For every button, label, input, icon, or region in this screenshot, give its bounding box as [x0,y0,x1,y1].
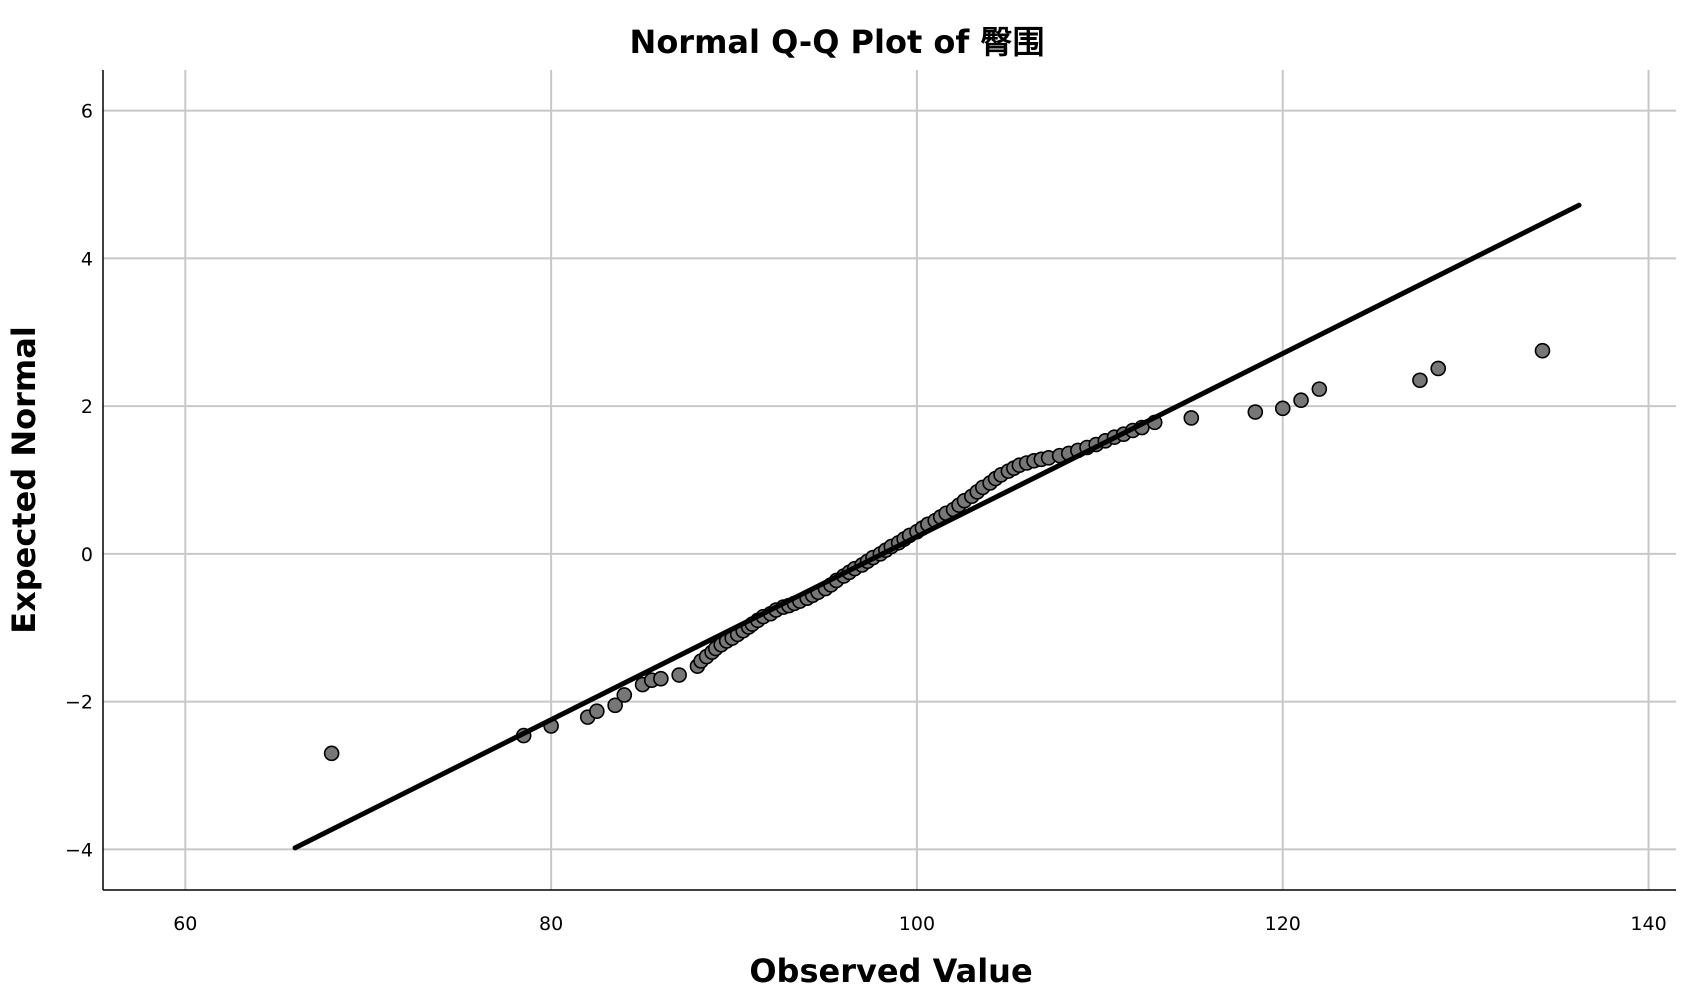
data-point [1274,400,1291,417]
data-point [589,703,605,720]
y-tick-labels: −4 −2 0 2 4 6 [65,101,93,862]
data-point [323,745,340,762]
y-tick-label: 4 [81,248,93,270]
data-point [607,697,623,714]
reference-line [292,202,1582,851]
data-point [1430,360,1447,377]
y-tick-label: −4 [65,839,93,861]
x-tick-label: 60 [173,913,197,935]
x-tick-label: 80 [539,913,563,935]
x-tick-label: 100 [899,913,935,935]
data-point [1247,404,1264,420]
y-axis-label: Expected Normal [5,326,43,634]
axes [102,70,1676,891]
y-tick-label: 6 [81,101,93,123]
x-axis-label: Observed Value [749,952,1032,990]
data-point [616,687,633,703]
data-point [1293,392,1309,409]
x-tick-labels: 60 80 100 120 140 [173,913,1666,935]
x-tick-label: 120 [1265,913,1301,935]
x-tick-label: 140 [1630,913,1666,935]
data-point [1311,381,1328,397]
data-point [1534,342,1551,359]
data-point [1183,410,1200,426]
data-point [1412,372,1428,389]
y-tick-label: −2 [65,692,93,714]
y-tick-label: 0 [81,544,93,566]
y-tick-label: 2 [81,396,93,418]
chart-title: Normal Q-Q Plot of 臀围 [630,23,1045,61]
data-point [653,670,669,687]
grid-lines [103,70,1676,890]
data-point [671,667,687,683]
